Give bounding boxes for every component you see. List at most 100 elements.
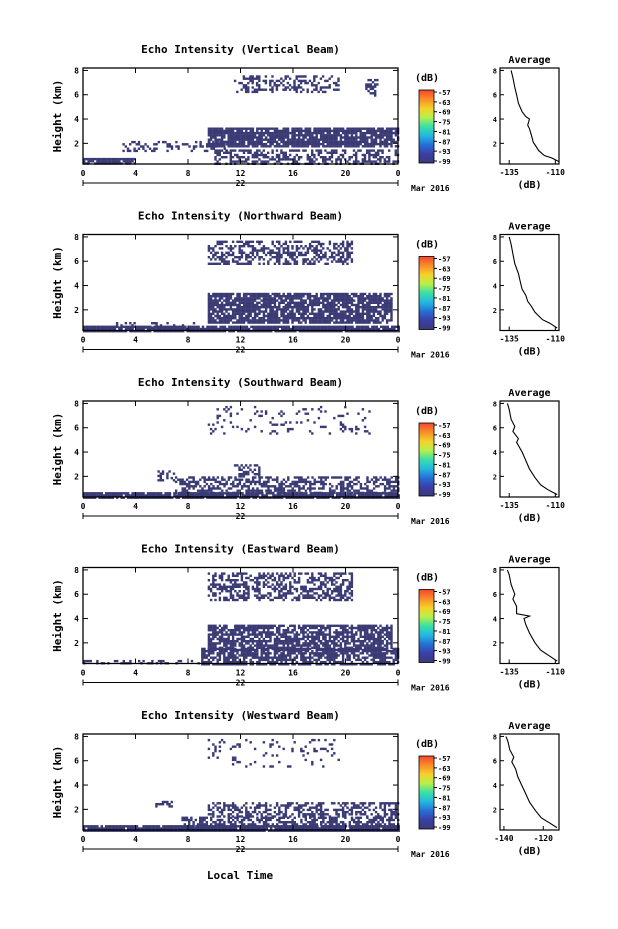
echo-cell: [262, 127, 266, 130]
echo-cell: [168, 145, 171, 148]
echo-cell: [242, 140, 246, 144]
echo-cell: [238, 303, 241, 307]
echo-cell: [368, 410, 371, 413]
echo-cell: [242, 75, 246, 78]
echo-cell: [151, 494, 154, 497]
echo-cell: [372, 127, 376, 130]
echo-cell: [157, 474, 160, 478]
echo-cell: [335, 308, 338, 311]
echo-cell: [218, 138, 222, 141]
echo-cell: [295, 247, 299, 250]
echo-cell: [335, 633, 338, 636]
echo-cell: [339, 489, 343, 492]
echo-cell: [214, 631, 217, 634]
echo-cell: [242, 624, 246, 627]
echo-cell: [341, 626, 345, 630]
echo-cell: [385, 301, 389, 304]
echo-cell: [369, 92, 372, 95]
echo-cell: [245, 303, 248, 307]
echo-cell: [242, 592, 246, 595]
echo-cell: [264, 301, 268, 304]
echo-cell: [249, 136, 252, 139]
echo-cell: [281, 494, 284, 497]
echo-cell: [385, 140, 389, 144]
echo-cell: [278, 494, 282, 497]
echo-cell: [311, 633, 314, 636]
echo-cell: [306, 258, 310, 261]
echo-cell: [122, 325, 125, 328]
echo-cell: [251, 624, 255, 627]
echo-cell: [302, 149, 305, 152]
echo-cell: [278, 482, 281, 486]
echo-cell: [335, 485, 338, 488]
echo-cell: [238, 489, 242, 492]
echo-cell: [359, 633, 362, 636]
echo-cell: [295, 127, 299, 130]
echo-cell: [341, 156, 345, 159]
echo-cell: [256, 319, 259, 322]
echo-cell: [253, 306, 257, 309]
echo-cell: [358, 327, 361, 331]
echo-cell: [377, 127, 380, 130]
echo-cell: [212, 253, 215, 257]
echo-cell: [261, 496, 264, 499]
echo-cell: [192, 476, 195, 479]
echo-cell: [275, 626, 279, 630]
echo-cell: [360, 330, 363, 333]
echo-cell: [291, 127, 294, 130]
echo-cell: [308, 292, 312, 296]
echo-cell: [317, 145, 321, 148]
echo-cell: [308, 631, 312, 634]
echo-cell: [374, 308, 378, 311]
echo-cell: [286, 262, 290, 265]
echo-cell: [237, 330, 240, 333]
echo-cell: [304, 482, 308, 486]
echo-cell: [159, 479, 162, 482]
echo-cell: [381, 314, 384, 318]
echo-cell: [247, 585, 250, 588]
echo-cell: [324, 410, 327, 413]
echo-cell: [311, 145, 314, 148]
echo-cell: [193, 325, 196, 328]
echo-cell: [348, 306, 351, 309]
echo-cell: [269, 574, 272, 577]
echo-cell: [267, 330, 271, 333]
echo-cell: [355, 160, 358, 163]
echo-cell: [258, 88, 261, 91]
echo-cell: [171, 496, 174, 499]
y-tick-label: 2: [74, 472, 79, 481]
echo-cell: [280, 312, 283, 315]
echo-cell: [234, 485, 237, 488]
echo-cell: [212, 292, 215, 296]
echo-cell: [336, 327, 339, 331]
echo-cell: [383, 633, 387, 636]
echo-cell: [341, 430, 345, 433]
echo-cell: [340, 494, 343, 497]
echo-cell: [219, 492, 222, 495]
echo-cell: [348, 319, 351, 322]
echo-cell: [265, 496, 268, 499]
echo-cell: [269, 251, 272, 254]
echo-cell: [251, 306, 255, 309]
echo-cell: [127, 492, 130, 495]
echo-cell: [243, 485, 246, 488]
echo-cell: [278, 319, 281, 322]
echo-cell: [286, 75, 290, 78]
echo-cell: [358, 330, 361, 333]
echo-cell: [254, 496, 257, 499]
echo-cell: [278, 321, 281, 324]
echo-cell: [194, 482, 198, 486]
echo-cell: [344, 624, 347, 627]
echo-cell: [355, 496, 359, 499]
echo-cell: [294, 330, 297, 333]
echo-cell: [185, 478, 189, 481]
echo-cell: [341, 579, 345, 582]
echo-cell: [284, 585, 288, 588]
echo-cell: [291, 86, 294, 89]
echo-cell: [293, 79, 296, 83]
echo-cell: [276, 492, 279, 495]
echo-cell: [251, 129, 255, 133]
echo-cell: [256, 145, 259, 148]
echo-cell: [225, 240, 228, 243]
echo-cell: [249, 142, 252, 146]
